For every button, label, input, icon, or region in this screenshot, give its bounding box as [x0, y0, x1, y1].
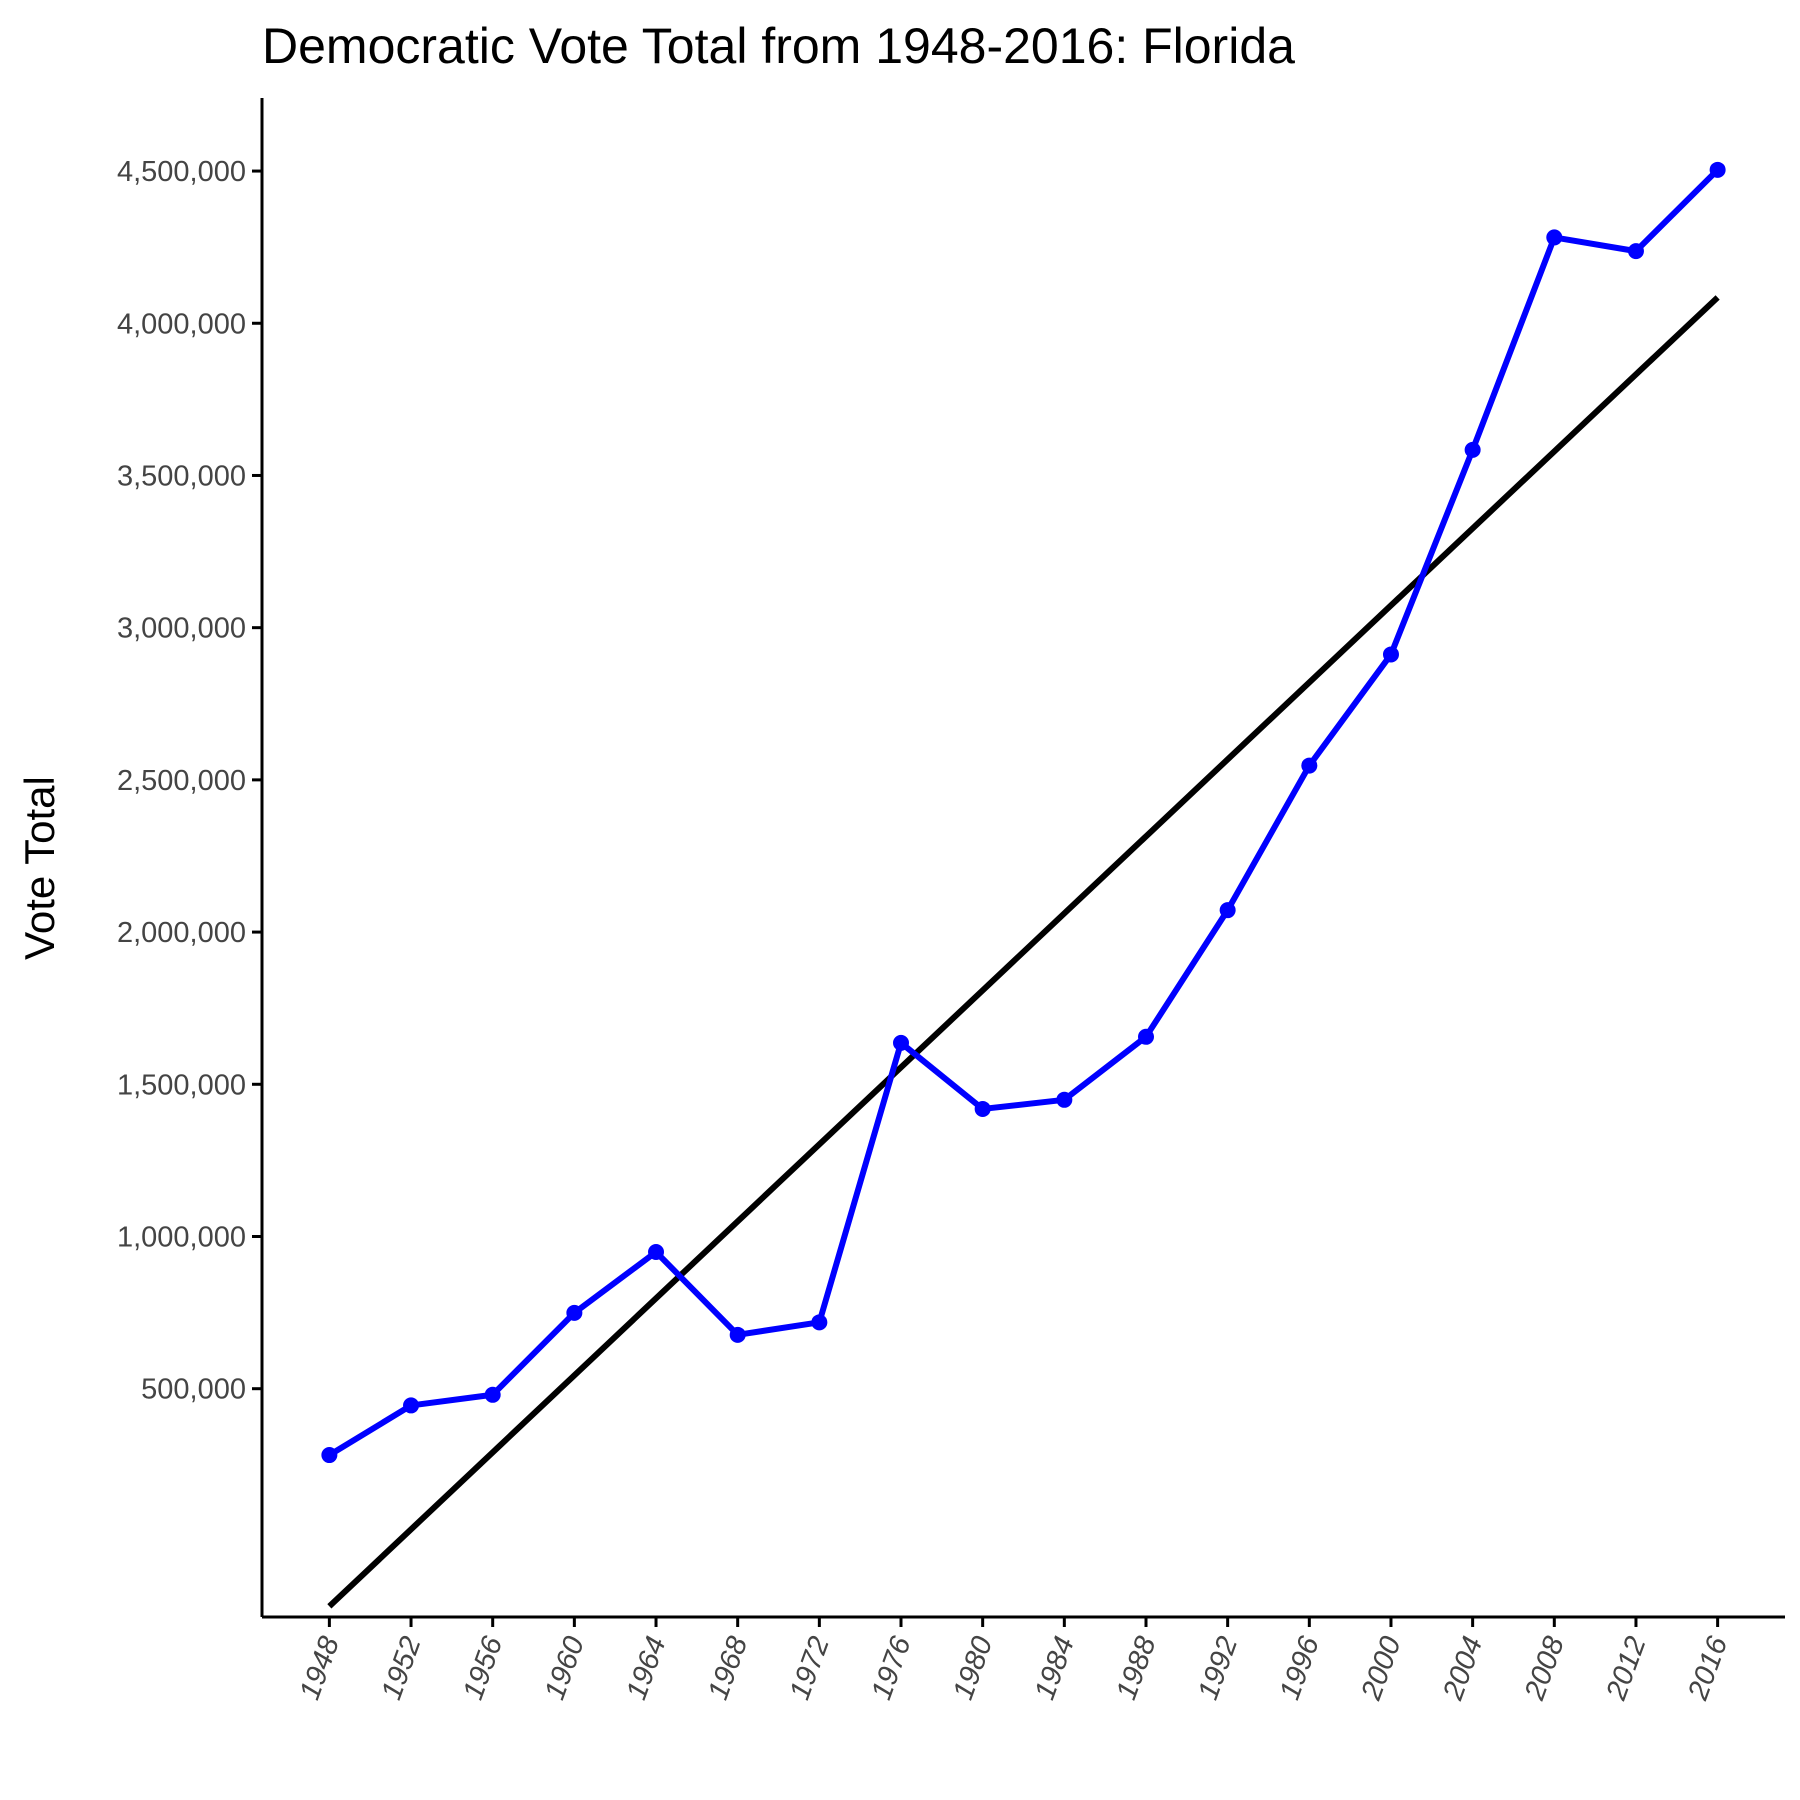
data-point	[403, 1397, 420, 1414]
x-tick-label: 1992	[1192, 1632, 1244, 1704]
chart-title: Democratic Vote Total from 1948-2016: Fl…	[262, 18, 1295, 74]
x-tick-label: 1960	[539, 1632, 591, 1704]
x-tick-label: 1952	[375, 1632, 427, 1704]
y-tick-label: 1,000,000	[117, 1221, 246, 1253]
trend-line	[327, 295, 1720, 1609]
y-axis-label: Vote Total	[16, 776, 63, 960]
data-point	[566, 1304, 583, 1321]
x-tick-label: 1996	[1274, 1632, 1326, 1704]
x-tick-label: 2016	[1682, 1632, 1735, 1705]
data-point	[1546, 229, 1563, 246]
y-tick-label: 1,500,000	[117, 1069, 246, 1101]
plot-area: 500,000 1,000,000 1,500,000 2,000,000 2,500,…	[117, 98, 1785, 1705]
x-tick-label: 2008	[1518, 1632, 1570, 1705]
data-point	[729, 1326, 746, 1343]
data-point	[1382, 646, 1399, 663]
y-tick-label: 4,500,000	[117, 156, 246, 188]
series-line	[327, 167, 1720, 1458]
y-tick-label: 2,500,000	[117, 765, 246, 797]
data-point	[648, 1244, 665, 1261]
x-tick-label: 1976	[865, 1632, 917, 1704]
x-tick-label: 1984	[1029, 1632, 1081, 1704]
data-point	[1627, 243, 1644, 260]
x-axis-ticks: 1948 1952 1956 1960 1964 1968 1972 1976 1980 1984…	[294, 1617, 1735, 1705]
series-group	[321, 161, 1726, 1464]
x-tick-label: 2004	[1437, 1632, 1489, 1705]
y-axis-ticks: 500,000 1,000,000 1,500,000 2,000,000 2,500,…	[117, 156, 262, 1406]
data-point	[1301, 757, 1318, 774]
data-point	[811, 1314, 828, 1331]
data-point	[321, 1447, 338, 1464]
y-tick-label: 3,500,000	[117, 460, 246, 492]
x-tick-label: 1948	[294, 1632, 346, 1704]
x-tick-label: 2012	[1600, 1632, 1652, 1705]
y-tick-label: 4,000,000	[117, 308, 246, 340]
data-point	[974, 1100, 991, 1117]
data-point	[1464, 441, 1481, 458]
x-tick-label: 1956	[457, 1632, 509, 1704]
y-tick-label: 3,000,000	[117, 613, 246, 645]
data-point	[1137, 1028, 1154, 1045]
x-tick-label: 1988	[1110, 1632, 1162, 1704]
data-point	[484, 1386, 501, 1403]
x-tick-label: 1968	[702, 1632, 754, 1704]
data-point	[1709, 161, 1726, 178]
x-tick-label: 2000	[1355, 1632, 1407, 1705]
trend-line-group	[327, 295, 1720, 1609]
x-tick-label: 1972	[784, 1632, 836, 1704]
y-tick-label: 2,000,000	[117, 917, 246, 949]
data-point	[893, 1034, 910, 1051]
y-tick-label: 500,000	[141, 1374, 246, 1406]
x-tick-label: 1980	[947, 1632, 999, 1704]
data-point	[1219, 902, 1236, 919]
data-point	[1056, 1091, 1073, 1108]
x-tick-label: 1964	[620, 1632, 672, 1704]
